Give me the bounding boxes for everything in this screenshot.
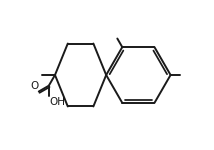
Text: OH: OH bbox=[50, 97, 66, 107]
Text: O: O bbox=[30, 81, 38, 91]
